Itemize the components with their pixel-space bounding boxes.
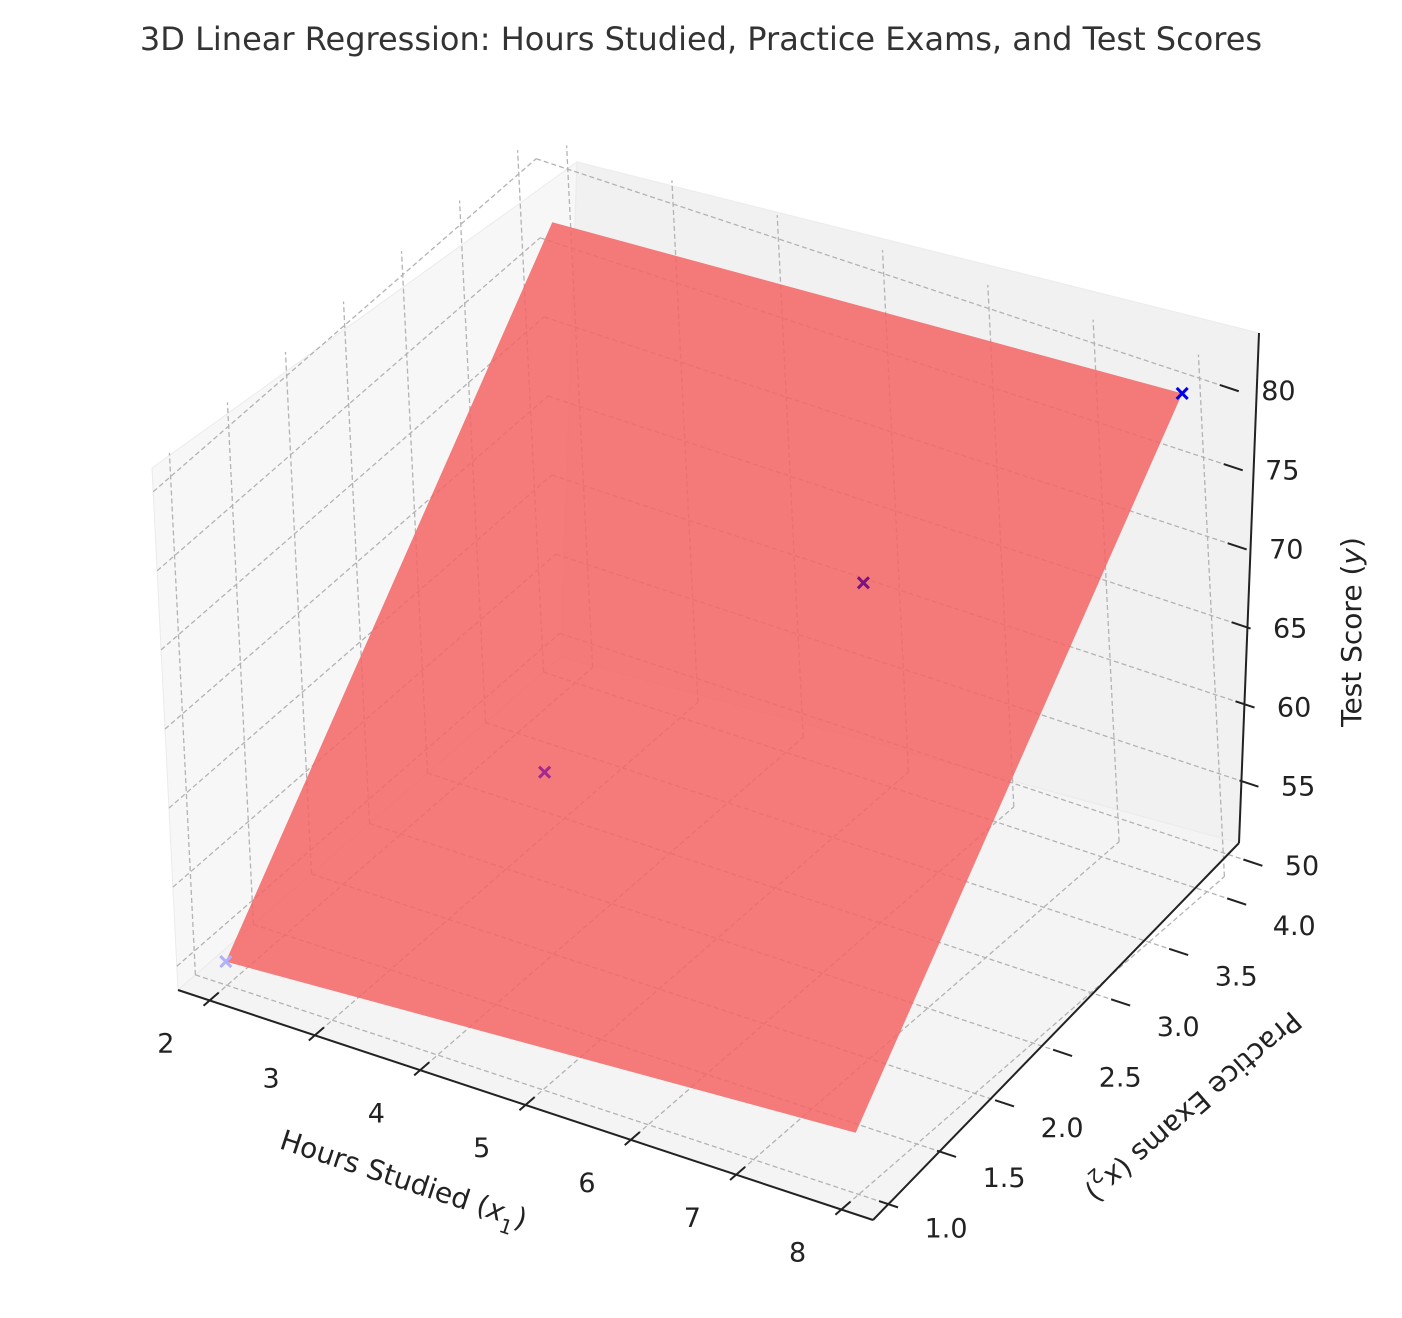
x-tick-label: 2 [157,1029,174,1060]
z-axis-line [1238,332,1260,844]
y-tick-mark [1052,1048,1073,1057]
y-tick-mark [878,1200,899,1209]
grid-line [516,150,545,673]
grid-line [226,402,255,925]
x-tick-label: 7 [684,1203,701,1234]
data-point [856,576,870,590]
grid-line [164,395,549,730]
x-axis-label: Hours Studied (x1) [274,1123,532,1243]
y-tick-label: 1.0 [925,1214,968,1245]
data-point [1175,386,1189,400]
y-tick-label: 2.5 [1099,1062,1142,1093]
x-tick-mark [518,1096,536,1112]
x-tick-mark [729,1166,746,1181]
grid-line [458,200,487,723]
z-tick-label: 65 [1273,614,1307,645]
grid-line [342,301,371,824]
y-tick-mark [1168,947,1189,957]
x-tick-label: 3 [263,1064,280,1095]
grid-line [400,251,429,774]
data-point [219,955,233,969]
grid-line [735,841,1120,1176]
z-tick-mark [1231,621,1251,630]
z-tick-mark [1239,779,1259,788]
grid-line [176,632,561,967]
grid-line [168,474,553,809]
y-tick-label: 2.0 [1041,1113,1084,1144]
z-tick-label: 80 [1261,376,1295,407]
y-tick-label: 4.0 [1273,911,1316,942]
y-tick-label: 1.5 [983,1163,1026,1194]
axes [177,332,1263,1221]
x-tick-mark [308,1026,325,1042]
data-points [219,386,1189,969]
y-tick-mark [994,1099,1015,1108]
y-tick-mark [1110,998,1131,1007]
z-tick-mark [1235,700,1255,709]
regression-plane [225,222,1183,1133]
x-tick-mark [413,1061,430,1077]
tick-labels: 2 3 4 5 6 7 8 1.0 1.5 2.0 2.5 3.0 3.5 4.0 50 55 60 65 70 75… [157,376,1319,1268]
x-tick-mark [202,991,220,1007]
z-tick-mark [1243,858,1263,867]
z-tick-label: 75 [1265,455,1299,486]
x-tick-label: 5 [473,1133,490,1164]
grid-line [172,553,557,888]
y-tick-label: 3.0 [1157,1012,1200,1043]
data-point [538,765,552,779]
y-tick-mark [1226,897,1247,906]
grid-line [195,974,891,1206]
grid-line [168,452,197,975]
z-tick-label: 60 [1277,693,1311,724]
x-tick-label: 4 [368,1098,385,1129]
z-tick-mark [1223,463,1244,472]
grid-line [160,316,545,651]
grid-line [535,158,1232,390]
z-axis-label: Test Score (y) [1335,537,1368,728]
chart-title: 3D Linear Regression: Hours Studied, Pra… [140,20,1262,58]
z-tick-label: 50 [1285,851,1319,882]
y-tick-label: 3.5 [1215,961,1258,992]
z-tick-label: 55 [1281,772,1315,803]
x-tick-mark [834,1200,852,1216]
z-tick-mark [1219,384,1240,393]
grid-line [284,351,313,874]
x-tick-label: 6 [578,1168,595,1199]
y-tick-mark [936,1149,957,1158]
z-tick-label: 70 [1269,534,1303,565]
x-tick-mark [624,1131,641,1146]
grid-line [840,876,1225,1211]
grid-line [1197,354,1226,877]
grid-line [156,237,541,572]
z-tick-mark [1227,542,1247,551]
x-tick-label: 8 [789,1238,806,1269]
y-axis-line [872,842,1240,1221]
regression-plane-layer [225,222,1183,1133]
grid-line [152,158,537,493]
